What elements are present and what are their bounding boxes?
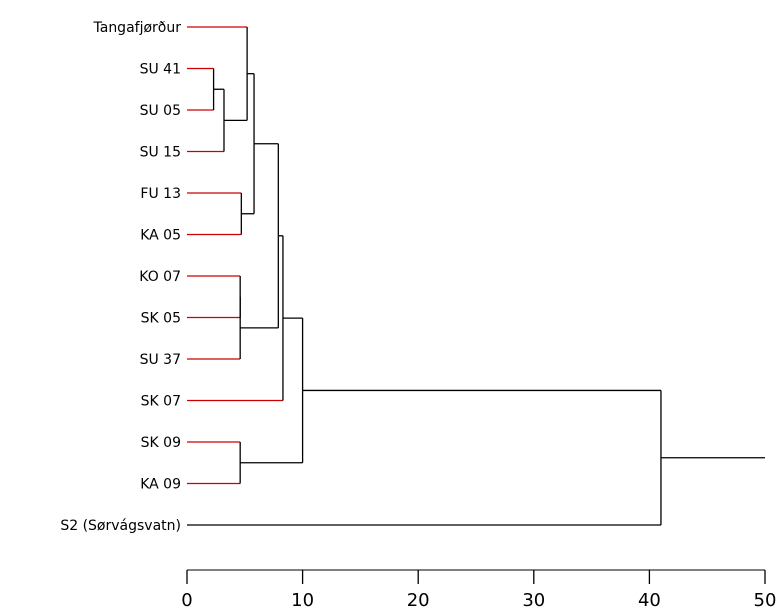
- leaf-label: S2 (Sørvágsvatn): [60, 518, 181, 534]
- leaf-label: SU 41: [140, 62, 181, 78]
- leaf-labels: Tangafjørður SU 41 SU 05 SU 15 FU 13 KA 05 KO …: [60, 20, 181, 534]
- leaf-label: SU 05: [140, 103, 181, 119]
- x-tick-label: 10: [291, 590, 314, 611]
- x-tick-label: 40: [638, 590, 661, 611]
- x-tick-label: 0: [181, 590, 192, 611]
- tree-layer: [187, 26, 765, 526]
- leaf-label: SK 07: [141, 394, 181, 410]
- leaf-label: SK 05: [141, 311, 181, 327]
- x-axis: 0 10 20 30 40 50: [181, 569, 777, 611]
- leaf-label: SK 09: [141, 435, 181, 451]
- leaf-label: KO 07: [139, 269, 181, 285]
- leaf-label: Tangafjørður: [93, 20, 182, 36]
- x-tick-label: 50: [754, 590, 777, 611]
- x-tick-label: 20: [407, 590, 430, 611]
- leaf-label: SU 37: [140, 352, 181, 368]
- leaf-label: KA 09: [140, 477, 181, 493]
- x-tick-label: 30: [522, 590, 545, 611]
- leaf-label: KA 05: [140, 228, 181, 244]
- leaf-label: FU 13: [140, 186, 181, 202]
- leaf-label: SU 15: [140, 145, 181, 161]
